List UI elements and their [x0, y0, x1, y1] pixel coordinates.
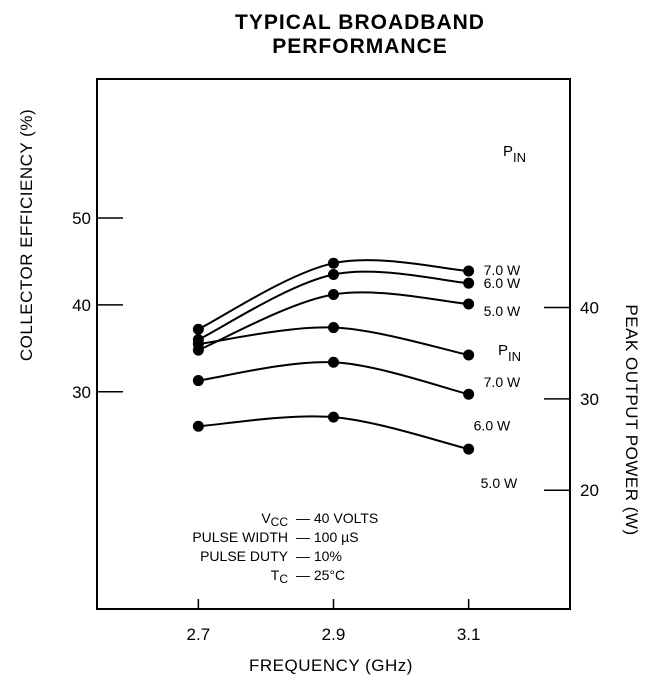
- x-axis-title: FREQUENCY (GHz): [249, 656, 413, 675]
- condition-label: VCC: [261, 510, 288, 529]
- x-ticks: 2.7 2.9 3.1: [187, 599, 481, 644]
- efficiency-series-point: [463, 298, 475, 310]
- power-series-point: [463, 443, 475, 455]
- efficiency-series-label: 5.0 W: [484, 303, 521, 319]
- condition-value: — 10%: [296, 548, 342, 564]
- condition-label: PULSE WIDTH: [192, 529, 288, 545]
- y-right-tick-label: 20: [580, 481, 599, 500]
- efficiency-series-point: [463, 265, 475, 277]
- condition-label-sub: CC: [271, 515, 289, 529]
- y-right-tick-label: 40: [580, 298, 599, 317]
- y-left-axis-title: COLLECTOR EFFICIENCY (%): [17, 109, 36, 361]
- efficiency-series-group: 7.0 W6.0 W 5.0 W: [192, 257, 521, 356]
- condition-value: — 100 µS: [296, 529, 359, 545]
- efficiency-series-label: 6.0 W: [484, 275, 521, 291]
- y-left-tick-label: 40: [72, 296, 91, 315]
- x-tick-label: 2.7: [187, 625, 211, 644]
- power-legend-title: PIN: [498, 342, 521, 364]
- y-right-ticks: 20 30 40: [544, 298, 599, 500]
- power-series-label: 6.0 W: [474, 417, 511, 433]
- y-left-tick-label: 50: [72, 209, 91, 228]
- power-legend-p: P: [498, 342, 508, 359]
- efficiency-legend-sub: IN: [513, 150, 526, 165]
- efficiency-series-point: [463, 277, 475, 289]
- power-series-point: [463, 349, 475, 361]
- power-series-point: [463, 388, 475, 400]
- power-series-point: [328, 411, 339, 423]
- efficiency-series-point: [192, 323, 204, 335]
- y-right-tick-label: 30: [580, 390, 599, 409]
- condition-label-main: PULSE WIDTH: [192, 529, 288, 545]
- efficiency-legend-title: PIN: [503, 143, 526, 165]
- chart-title-line1: TYPICAL BROADBAND: [235, 11, 485, 34]
- y-right-axis-title: PEAK OUTPUT POWER (W): [622, 304, 641, 535]
- x-tick-label: 3.1: [457, 625, 481, 644]
- y-left-tick-label: 30: [72, 383, 91, 402]
- efficiency-series-point: [328, 257, 339, 269]
- condition-value: — 25°C: [296, 567, 345, 583]
- efficiency-legend-p: P: [503, 143, 513, 160]
- test-conditions: VCC — 40 VOLTS PULSE WIDTH — 100 µS PULSE DU…: [192, 510, 378, 586]
- efficiency-series-line: [197, 291, 469, 352]
- power-series-point: [192, 338, 204, 350]
- y-left-ticks: 30 40 50: [72, 209, 123, 402]
- power-series-label: 7.0 W: [484, 374, 521, 390]
- efficiency-series-point: [328, 268, 339, 280]
- condition-label-main: V: [261, 510, 271, 526]
- condition-label: PULSE DUTY: [200, 548, 289, 564]
- power-series-group: 7.0 W 6.0 W 5.0 W: [192, 322, 521, 491]
- power-series-point: [192, 420, 204, 432]
- efficiency-series-point: [328, 288, 339, 300]
- condition-label-main: T: [271, 567, 280, 583]
- chart-title-line2: PERFORMANCE: [272, 35, 448, 58]
- condition-label: TC: [271, 567, 289, 586]
- power-series-point: [192, 375, 204, 387]
- power-series-point: [328, 356, 339, 368]
- power-legend-sub: IN: [508, 349, 521, 364]
- efficiency-series-label: 7.0 W: [484, 262, 521, 278]
- power-series-label: 5.0 W: [481, 475, 518, 491]
- power-series-point: [328, 322, 339, 334]
- condition-label-main: PULSE DUTY: [200, 548, 289, 564]
- condition-label-sub: C: [279, 572, 288, 586]
- x-tick-label: 2.9: [322, 625, 346, 644]
- condition-value: — 40 VOLTS: [296, 510, 378, 526]
